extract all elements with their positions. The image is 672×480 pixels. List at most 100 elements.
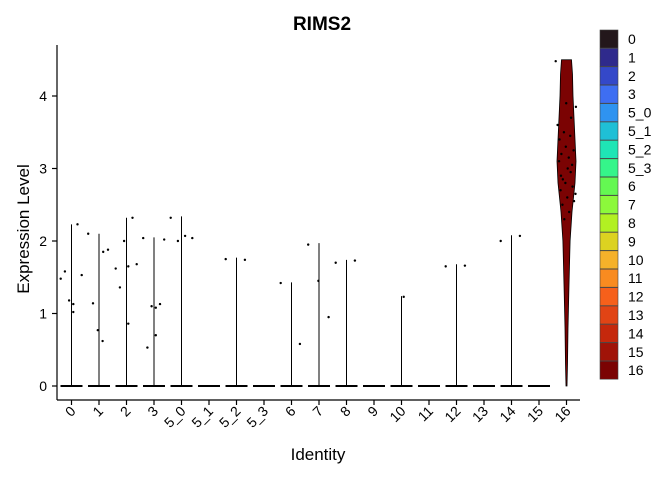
data-point xyxy=(135,263,138,266)
chart-title: RIMS2 xyxy=(293,14,351,35)
violin-2 xyxy=(114,216,138,387)
data-point xyxy=(571,185,574,188)
legend-label-12: 12 xyxy=(628,289,644,305)
data-point xyxy=(564,181,567,185)
data-point xyxy=(569,134,572,138)
x-tick-label: 3 xyxy=(144,403,161,420)
data-point xyxy=(566,167,569,170)
data-point xyxy=(558,138,561,141)
data-point xyxy=(127,265,130,268)
data-point xyxy=(158,302,162,306)
x-tick-label: 0 xyxy=(62,403,79,420)
data-point xyxy=(298,342,302,346)
legend-label-5_2: 5_2 xyxy=(628,141,652,157)
data-point xyxy=(334,261,337,264)
y-axis-ticks: 0 1 2 3 4 xyxy=(39,88,57,394)
data-point xyxy=(499,239,502,243)
data-point xyxy=(72,302,75,306)
data-point xyxy=(154,306,157,309)
violin-0 xyxy=(59,223,83,387)
data-point xyxy=(574,192,577,196)
data-point xyxy=(142,236,145,240)
data-point xyxy=(572,149,575,152)
legend-swatch-5_3 xyxy=(599,158,619,178)
legend-swatch-8 xyxy=(599,213,619,233)
legend-swatch-0 xyxy=(599,29,619,49)
data-point xyxy=(176,239,180,243)
data-point xyxy=(307,243,310,246)
legend-swatch-13 xyxy=(599,305,619,325)
x-tick-label: 16 xyxy=(551,403,573,425)
violin-14 xyxy=(499,234,523,387)
data-point xyxy=(569,170,572,174)
violin-16 xyxy=(554,59,578,387)
data-point xyxy=(87,232,90,235)
data-point xyxy=(279,281,282,285)
y-tick-label: 4 xyxy=(39,88,47,104)
legend-label-10: 10 xyxy=(628,252,644,268)
legend-label-11: 11 xyxy=(628,270,643,286)
violin-body-16 xyxy=(556,59,577,387)
legend-label-14: 14 xyxy=(628,325,644,341)
x-tick-label: 12 xyxy=(441,403,463,425)
data-point xyxy=(72,310,75,314)
data-point xyxy=(243,258,247,262)
data-point xyxy=(402,295,405,299)
data-point xyxy=(59,277,62,280)
data-point xyxy=(574,105,578,109)
y-tick-label: 1 xyxy=(39,306,47,322)
data-point xyxy=(566,196,569,199)
data-point xyxy=(567,210,571,214)
x-tick-label: 6 xyxy=(282,403,299,420)
data-point xyxy=(565,102,568,105)
legend-swatch-14 xyxy=(599,324,619,343)
legend-label-6: 6 xyxy=(628,178,636,194)
violin-7 xyxy=(307,243,330,387)
data-point xyxy=(106,248,110,251)
data-point xyxy=(67,299,71,302)
data-point xyxy=(224,257,227,261)
data-point xyxy=(559,174,563,177)
legend-swatch-6 xyxy=(599,176,619,196)
legend-label-15: 15 xyxy=(628,344,644,360)
data-point xyxy=(101,339,104,343)
data-point xyxy=(127,322,130,325)
x-axis-ticks: 0 1 2 3 5_0 5_1 5_2 5_3 6 7 8 9 10 11 12 13 14 15 16 xyxy=(62,400,574,431)
data-point xyxy=(163,238,166,241)
x-tick-label: 10 xyxy=(386,403,408,425)
legend-label-5_3: 5_3 xyxy=(628,160,652,176)
legend-swatch-7 xyxy=(599,195,619,214)
y-axis-label: Expression Level xyxy=(14,164,33,293)
legend-swatch-15 xyxy=(599,342,619,362)
data-point xyxy=(564,145,568,148)
data-point xyxy=(463,264,467,267)
data-point xyxy=(327,315,330,319)
legend-swatch-5_0 xyxy=(599,103,619,122)
violin-8 xyxy=(334,259,358,387)
legend-label-2: 2 xyxy=(628,68,636,84)
data-point xyxy=(444,265,447,268)
x-tick-label: 9 xyxy=(364,403,381,420)
legend-swatch-10 xyxy=(599,250,619,270)
x-tick-label: 5_0 xyxy=(161,403,189,431)
x-tick-label: 5_3 xyxy=(243,403,271,431)
x-tick-label: 13 xyxy=(469,403,491,425)
legend-label-5_0: 5_0 xyxy=(628,105,652,121)
data-point xyxy=(561,178,565,181)
x-tick-label: 2 xyxy=(117,403,134,420)
data-point xyxy=(563,218,566,221)
data-point xyxy=(183,234,187,238)
data-point xyxy=(191,236,194,240)
x-tick-label: 1 xyxy=(89,403,106,420)
data-point xyxy=(572,199,576,203)
y-tick-label: 3 xyxy=(39,161,47,177)
data-point xyxy=(562,131,566,134)
data-point xyxy=(91,302,95,305)
legend-swatch-12 xyxy=(599,287,619,306)
legend-label-1: 1 xyxy=(628,49,636,65)
data-point xyxy=(131,216,134,219)
data-point xyxy=(154,334,157,337)
legend-label-8: 8 xyxy=(628,215,636,231)
x-tick-label: 5_2 xyxy=(216,403,244,431)
